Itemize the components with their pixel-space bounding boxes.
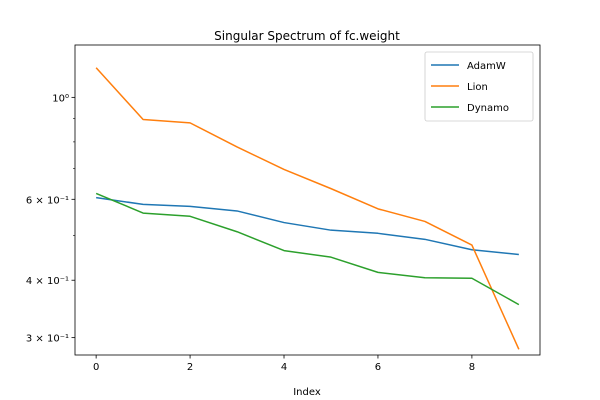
x-tick-label-4: 4 bbox=[281, 362, 287, 373]
plot-frame bbox=[74, 44, 541, 356]
y-tick-label-0.3: 3 × 10⁻¹ bbox=[26, 334, 69, 345]
legend-label-dynamo: Dynamo bbox=[467, 103, 509, 114]
y-tick-label-0.4: 4 × 10⁻¹ bbox=[26, 276, 69, 287]
y-tick-label-1: 10⁰ bbox=[52, 93, 69, 104]
legend-label-adamw: AdamW bbox=[467, 61, 506, 72]
series-line-dynamo bbox=[95, 192, 520, 306]
x-tick-label-0: 0 bbox=[93, 362, 99, 373]
legend-label-lion: Lion bbox=[467, 82, 488, 93]
series-line-lion bbox=[95, 67, 520, 350]
legend-box bbox=[424, 51, 534, 122]
x-tick-label-6: 6 bbox=[375, 362, 381, 373]
x-tick-label-8: 8 bbox=[469, 362, 475, 373]
x-tick-label-2: 2 bbox=[187, 362, 193, 373]
chart-title: Singular Spectrum of fc.weight bbox=[214, 29, 400, 43]
x-axis-label: Index bbox=[293, 387, 321, 398]
plot-area bbox=[95, 67, 520, 350]
axes: 0 2 4 6 8 3 × 10⁻¹ 4 × 10⁻¹ 6 × 10⁻¹ 10⁰ bbox=[26, 44, 541, 373]
legend: AdamW Lion Dynamo bbox=[424, 51, 534, 122]
series-line-adamw bbox=[96, 196, 519, 256]
y-tick-label-0.6: 6 × 10⁻¹ bbox=[26, 195, 69, 206]
